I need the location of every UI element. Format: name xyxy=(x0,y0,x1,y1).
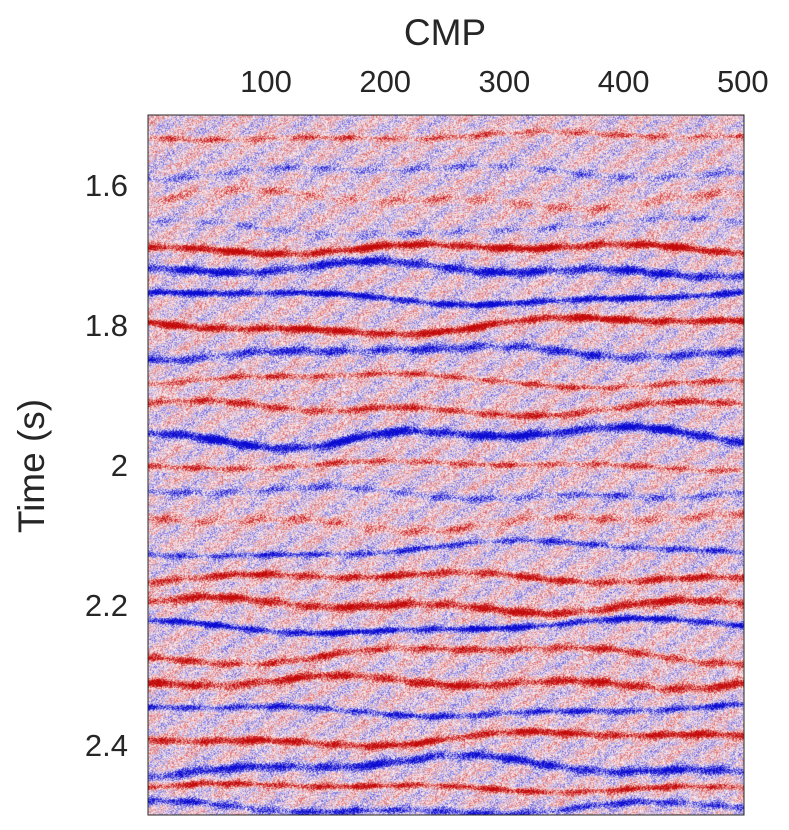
x-tick-label: 500 xyxy=(717,64,769,99)
x-tick-labels: 100 200 300 400 500 xyxy=(240,64,769,99)
x-tick-label: 100 xyxy=(240,64,292,99)
y-tick-labels: 1.6 1.8 2 2.2 2.4 xyxy=(85,168,128,763)
y-tick-label: 2.4 xyxy=(85,728,128,763)
y-tick-label: 1.6 xyxy=(85,168,128,203)
y-tick-label: 2.2 xyxy=(85,588,128,623)
x-axis-title: CMP xyxy=(404,12,486,53)
y-tick-label: 1.8 xyxy=(85,308,128,343)
x-tick-label: 300 xyxy=(479,64,531,99)
y-axis-title: Time (s) xyxy=(11,399,52,533)
x-tick-label: 400 xyxy=(598,64,650,99)
seismic-section-image xyxy=(148,115,744,815)
y-tick-label: 2 xyxy=(111,448,128,483)
seismic-image-frame xyxy=(148,115,744,815)
x-tick-label: 200 xyxy=(359,64,411,99)
plot-frame xyxy=(147,114,745,816)
